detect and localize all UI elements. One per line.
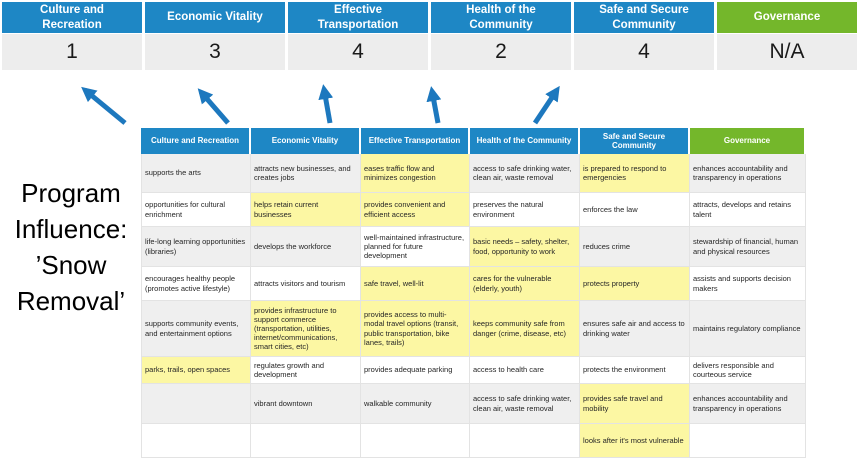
table-cell-r5-c4: keeps community safe from danger (crime,… [470, 301, 580, 357]
banner-score-economic-vitality: 3 [145, 34, 285, 70]
table-cell-r4-c1: encourages healthy people (promotes acti… [141, 267, 251, 301]
table-cell-r6-c5: protects the environment [580, 357, 690, 384]
table-cell-r5-c5: ensures safe air and access to drinking … [580, 301, 690, 357]
table-cell-r6-c6: delivers responsible and courteous servi… [690, 357, 806, 384]
table-cell-r3-c2: develops the workforce [251, 227, 361, 267]
banner-score-effective-transportation: 4 [288, 34, 428, 70]
table-cell-r2-c1: opportunities for cultural enrichment [141, 193, 251, 227]
table-header-0: Culture and Recreation [141, 128, 251, 154]
arrow-icon-2 [197, 88, 230, 125]
banner-score-health-of-the-community: 2 [431, 34, 571, 70]
table-cell-r7-c2: vibrant downtown [251, 384, 361, 424]
table-cell-r8-c4 [470, 424, 580, 458]
table-cell-r1-c3: eases traffic flow and minimizes congest… [361, 154, 470, 193]
table-header-1: Economic Vitality [251, 128, 361, 154]
table-cell-r3-c4: basic needs – safety, shelter, food, opp… [470, 227, 580, 267]
banner-header-health-of-the-community: Health of the Community [431, 2, 571, 33]
table-cell-r4-c6: assists and supports decision makers [690, 267, 806, 301]
table-cell-r6-c3: provides adequate parking [361, 357, 470, 384]
table-cell-r1-c1: supports the arts [141, 154, 251, 193]
arrow-icon-3 [318, 84, 334, 124]
table-cell-r5-c2: provides infrastructure to support comme… [251, 301, 361, 357]
table-cell-r7-c5: provides safe travel and mobility [580, 384, 690, 424]
table-cell-r4-c4: cares for the vulnerable (elderly, youth… [470, 267, 580, 301]
banner-header-safe-and-secure-community: Safe and Secure Community [574, 2, 714, 33]
table-cell-r7-c3: walkable community [361, 384, 470, 424]
influence-table: Culture and Recreation Economic Vitality E… [141, 128, 806, 458]
slide-title: Program Influence: ’Snow Removal’ [14, 178, 128, 316]
arrow-icon-4 [426, 86, 442, 124]
table-cell-r7-c1 [141, 384, 251, 424]
table-cell-r1-c5: is prepared to respond to emergencies [580, 154, 690, 193]
table-cell-r2-c4: preserves the natural environment [470, 193, 580, 227]
table-cell-r2-c2: helps retain current businesses [251, 193, 361, 227]
table-cell-r6-c2: regulates growth and development [251, 357, 361, 384]
table-header-3: Health of the Community [470, 128, 580, 154]
table-cell-r1-c2: attracts new businesses, and creates job… [251, 154, 361, 193]
banner-header-effective-transportation: Effective Transportation [288, 2, 428, 33]
table-cell-r3-c5: reduces crime [580, 227, 690, 267]
table-cell-r3-c1: life-long learning opportunities (librar… [141, 227, 251, 267]
table-header-4: Safe and Secure Community [580, 128, 690, 154]
table-cell-r8-c1 [141, 424, 251, 458]
banner-score-safe-and-secure-community: 4 [574, 34, 714, 70]
table-cell-r3-c3: well-maintained infrastructure, planned … [361, 227, 470, 267]
table-cell-r5-c1: supports community events, and entertain… [141, 301, 251, 357]
banner-header-economic-vitality: Economic Vitality [145, 2, 285, 33]
table-cell-r5-c6: maintains regulatory compliance [690, 301, 806, 357]
table-cell-r6-c1: parks, trails, open spaces [141, 357, 251, 384]
table-cell-r8-c6 [690, 424, 806, 458]
table-cell-r1-c6: enhances accountability and transparency… [690, 154, 806, 193]
table-cell-r4-c2: attracts visitors and tourism [251, 267, 361, 301]
table-cell-r6-c4: access to health care [470, 357, 580, 384]
table-cell-r4-c3: safe travel, well-lit [361, 267, 470, 301]
arrow-icon-1 [81, 86, 127, 125]
table-header-2: Effective Transportation [361, 128, 470, 154]
table-header-5: Governance [690, 128, 806, 154]
banner-header-governance: Governance [717, 2, 857, 33]
table-cell-r8-c2 [251, 424, 361, 458]
table-cell-r3-c6: stewardship of financial, human and phys… [690, 227, 806, 267]
table-cell-r2-c3: provides convenient and efficient access [361, 193, 470, 227]
banner-header-culture-and-recreation: Culture and Recreation [2, 2, 142, 33]
arrow-icon-5 [532, 85, 560, 125]
influence-arrows [81, 84, 560, 125]
banner-score-governance: N/A [717, 34, 857, 70]
table-cell-r1-c4: access to safe drinking water, clean air… [470, 154, 580, 193]
table-cell-r7-c6: enhances accountability and transparency… [690, 384, 806, 424]
table-cell-r2-c5: enforces the law [580, 193, 690, 227]
table-cell-r7-c4: access to safe drinking water, clean air… [470, 384, 580, 424]
banner-score-culture-and-recreation: 1 [2, 34, 142, 70]
table-cell-r2-c6: attracts, develops and retains talent [690, 193, 806, 227]
banner: Culture and Recreation Economic Vitality E… [2, 2, 857, 70]
table-cell-r8-c5: looks after it's most vulnerable [580, 424, 690, 458]
table-cell-r5-c3: provides access to multi-modal travel op… [361, 301, 470, 357]
table-cell-r4-c5: protects property [580, 267, 690, 301]
table-cell-r8-c3 [361, 424, 470, 458]
